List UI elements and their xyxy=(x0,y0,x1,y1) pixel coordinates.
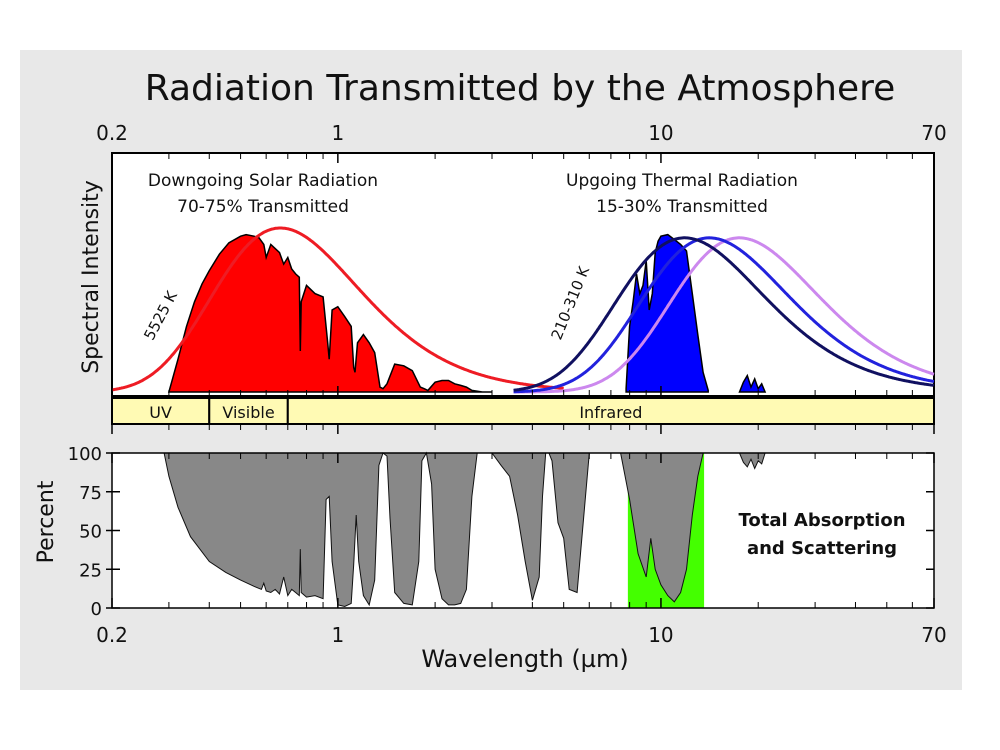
band-label-uv: UV xyxy=(149,403,172,422)
thermal-annotation-line1: Upgoing Thermal Radiation xyxy=(566,171,798,191)
blackbody-curves xyxy=(111,226,935,394)
bottom-axis-tick-label: 0.2 xyxy=(96,623,128,647)
top-axis-tick-label: 10 xyxy=(648,121,673,145)
spectral-intensity-panel: Spectral Intensity Downgoing Solar Radia… xyxy=(79,121,947,397)
top-axis-tick-label: 0.2 xyxy=(96,121,128,145)
top-axis-tick-label: 1 xyxy=(331,121,344,145)
band-label-infrared: Infrared xyxy=(579,403,642,422)
percent-axis-tick-label: 50 xyxy=(79,522,102,543)
bottom-axis-ticks xyxy=(111,453,935,608)
top-axis-ticks xyxy=(111,153,935,396)
transmitted-solar-area xyxy=(167,233,492,393)
bottom-axis-tick-label: 1 xyxy=(331,623,344,647)
percent-axis-tick-label: 100 xyxy=(68,444,102,465)
percent-axis-tick-label: 0 xyxy=(91,599,102,620)
percent-axis-tick-label: 25 xyxy=(79,560,102,581)
spectral-intensity-axis-label: Spectral Intensity xyxy=(79,180,104,374)
wavelength-band-bar: UV Visible Infrared xyxy=(111,397,935,434)
band-uv xyxy=(111,397,211,425)
bottom-axis-tick-labels: 0.2 1 10 70 xyxy=(96,623,947,647)
blackbody-curve-260k xyxy=(513,236,935,394)
absorption-panel: Total Absorption and Scattering Percent … xyxy=(34,444,947,673)
thermal-annotation-line2: 15-30% Transmitted xyxy=(596,197,768,217)
absorption-annotation-line1: Total Absorption xyxy=(738,510,905,531)
blackbody-curve-5525k xyxy=(111,226,564,392)
absorption-annotation-line2: and Scattering xyxy=(747,538,897,559)
top-axis-tick-label: 70 xyxy=(921,121,946,145)
blackbody-curve-310k xyxy=(513,236,935,392)
solar-annotation-line1: Downgoing Solar Radiation xyxy=(148,171,378,191)
band-visible xyxy=(208,397,289,425)
band-label-visible: Visible xyxy=(222,403,274,422)
absorption-marks xyxy=(112,451,934,608)
absorption-area xyxy=(112,451,934,608)
top-axis-tick-labels: 0.2 1 10 70 xyxy=(96,121,947,145)
transmitted-far-ir-area xyxy=(738,373,767,393)
percent-axis-ticks: 0 25 50 75 100 xyxy=(68,444,934,620)
x-axis-label: Wavelength (µm) xyxy=(421,645,628,673)
percent-axis-label: Percent xyxy=(34,480,59,563)
bottom-axis-tick-label: 70 xyxy=(921,623,946,647)
percent-axis-tick-label: 75 xyxy=(79,483,102,504)
chart-title: Radiation Transmitted by the Atmosphere xyxy=(145,68,896,109)
bottom-axis-tick-label: 10 xyxy=(648,623,673,647)
solar-annotation-line2: 70-75% Transmitted xyxy=(177,197,349,217)
